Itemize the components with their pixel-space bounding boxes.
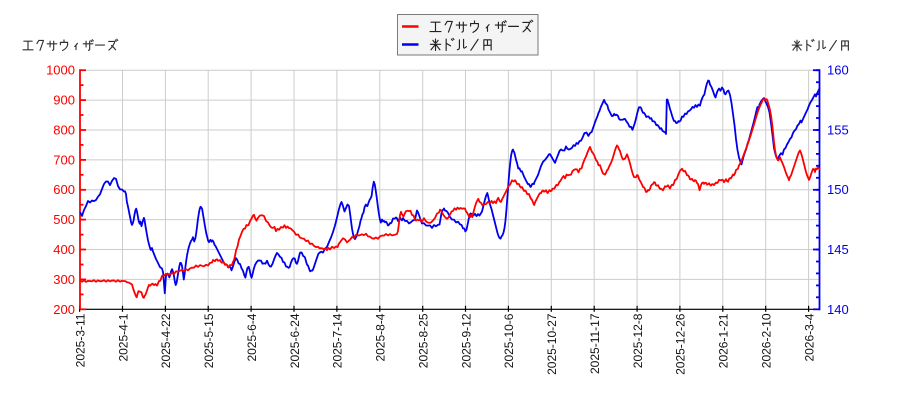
- svg-text:2025-12-26: 2025-12-26: [674, 313, 688, 375]
- svg-text:2026-1-21: 2026-1-21: [717, 313, 731, 368]
- svg-text:145: 145: [827, 242, 849, 257]
- svg-text:700: 700: [53, 152, 75, 167]
- svg-text:600: 600: [53, 182, 75, 197]
- svg-text:2025-3-11: 2025-3-11: [73, 313, 87, 367]
- svg-text:2025-6-4: 2025-6-4: [245, 313, 259, 361]
- svg-text:160: 160: [827, 63, 849, 78]
- svg-text:800: 800: [53, 123, 75, 138]
- svg-text:500: 500: [53, 212, 75, 227]
- svg-text:2025-10-27: 2025-10-27: [545, 313, 559, 375]
- svg-text:300: 300: [53, 272, 75, 287]
- svg-text:2025-4-22: 2025-4-22: [159, 313, 173, 368]
- svg-text:2025-12-8: 2025-12-8: [631, 313, 645, 368]
- svg-text:200: 200: [53, 302, 75, 317]
- svg-text:2025-7-14: 2025-7-14: [331, 313, 345, 368]
- svg-text:2025-5-15: 2025-5-15: [202, 313, 216, 368]
- svg-text:150: 150: [827, 182, 849, 197]
- svg-text:2026-3-4: 2026-3-4: [802, 313, 816, 361]
- svg-text:2026-2-10: 2026-2-10: [760, 313, 774, 368]
- svg-text:2025-8-4: 2025-8-4: [374, 313, 388, 361]
- svg-text:2025-6-24: 2025-6-24: [288, 313, 302, 368]
- svg-text:400: 400: [53, 242, 75, 257]
- svg-text:2025-9-12: 2025-9-12: [459, 313, 473, 368]
- svg-text:1000: 1000: [46, 63, 75, 78]
- svg-text:2025-8-25: 2025-8-25: [417, 313, 431, 368]
- svg-text:140: 140: [827, 302, 849, 317]
- svg-text:155: 155: [827, 123, 849, 138]
- svg-text:2025-4-1: 2025-4-1: [116, 313, 130, 361]
- svg-text:900: 900: [53, 93, 75, 108]
- svg-text:2025-10-6: 2025-10-6: [502, 313, 516, 368]
- svg-text:2025-11-17: 2025-11-17: [588, 313, 602, 374]
